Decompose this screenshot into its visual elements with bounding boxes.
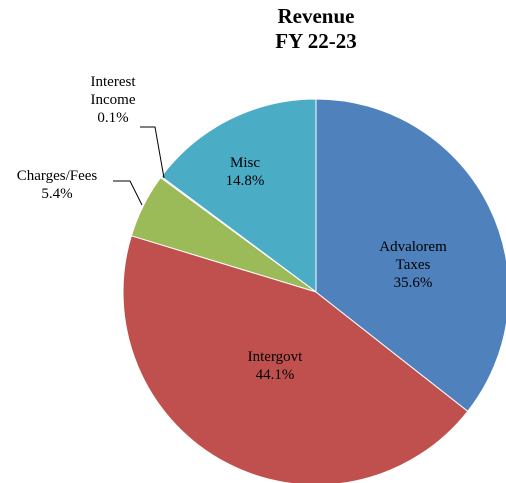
- category-label: Intergovt: [247, 349, 303, 365]
- value-label: 44.1%: [255, 367, 295, 383]
- category-label: Interest Income: [90, 74, 136, 108]
- value-label: 14.8%: [225, 173, 265, 189]
- leader-line: [113, 180, 143, 206]
- slice-label: Intergovt 44.1%: [248, 348, 303, 384]
- slice-label: Charges/Fees 5.4%: [17, 167, 98, 203]
- category-label: Misc: [230, 155, 260, 171]
- slice-label: Misc 14.8%: [226, 154, 265, 190]
- pie-slice: [315, 98, 506, 412]
- pie-slice: [122, 235, 469, 483]
- leader-line: [140, 126, 165, 179]
- pie-slice: [160, 98, 317, 293]
- value-label: 5.4%: [41, 186, 73, 202]
- slice-label: Interest Income 0.1%: [91, 73, 136, 127]
- category-label: Advalorem Taxes: [379, 239, 447, 273]
- slice-label: Advalorem Taxes 35.6%: [379, 238, 446, 292]
- value-label: 35.6%: [393, 275, 433, 291]
- chart-title: Revenue FY 22-23: [275, 4, 357, 53]
- value-label: 0.1%: [97, 110, 129, 126]
- category-label: Charges/Fees: [16, 168, 98, 184]
